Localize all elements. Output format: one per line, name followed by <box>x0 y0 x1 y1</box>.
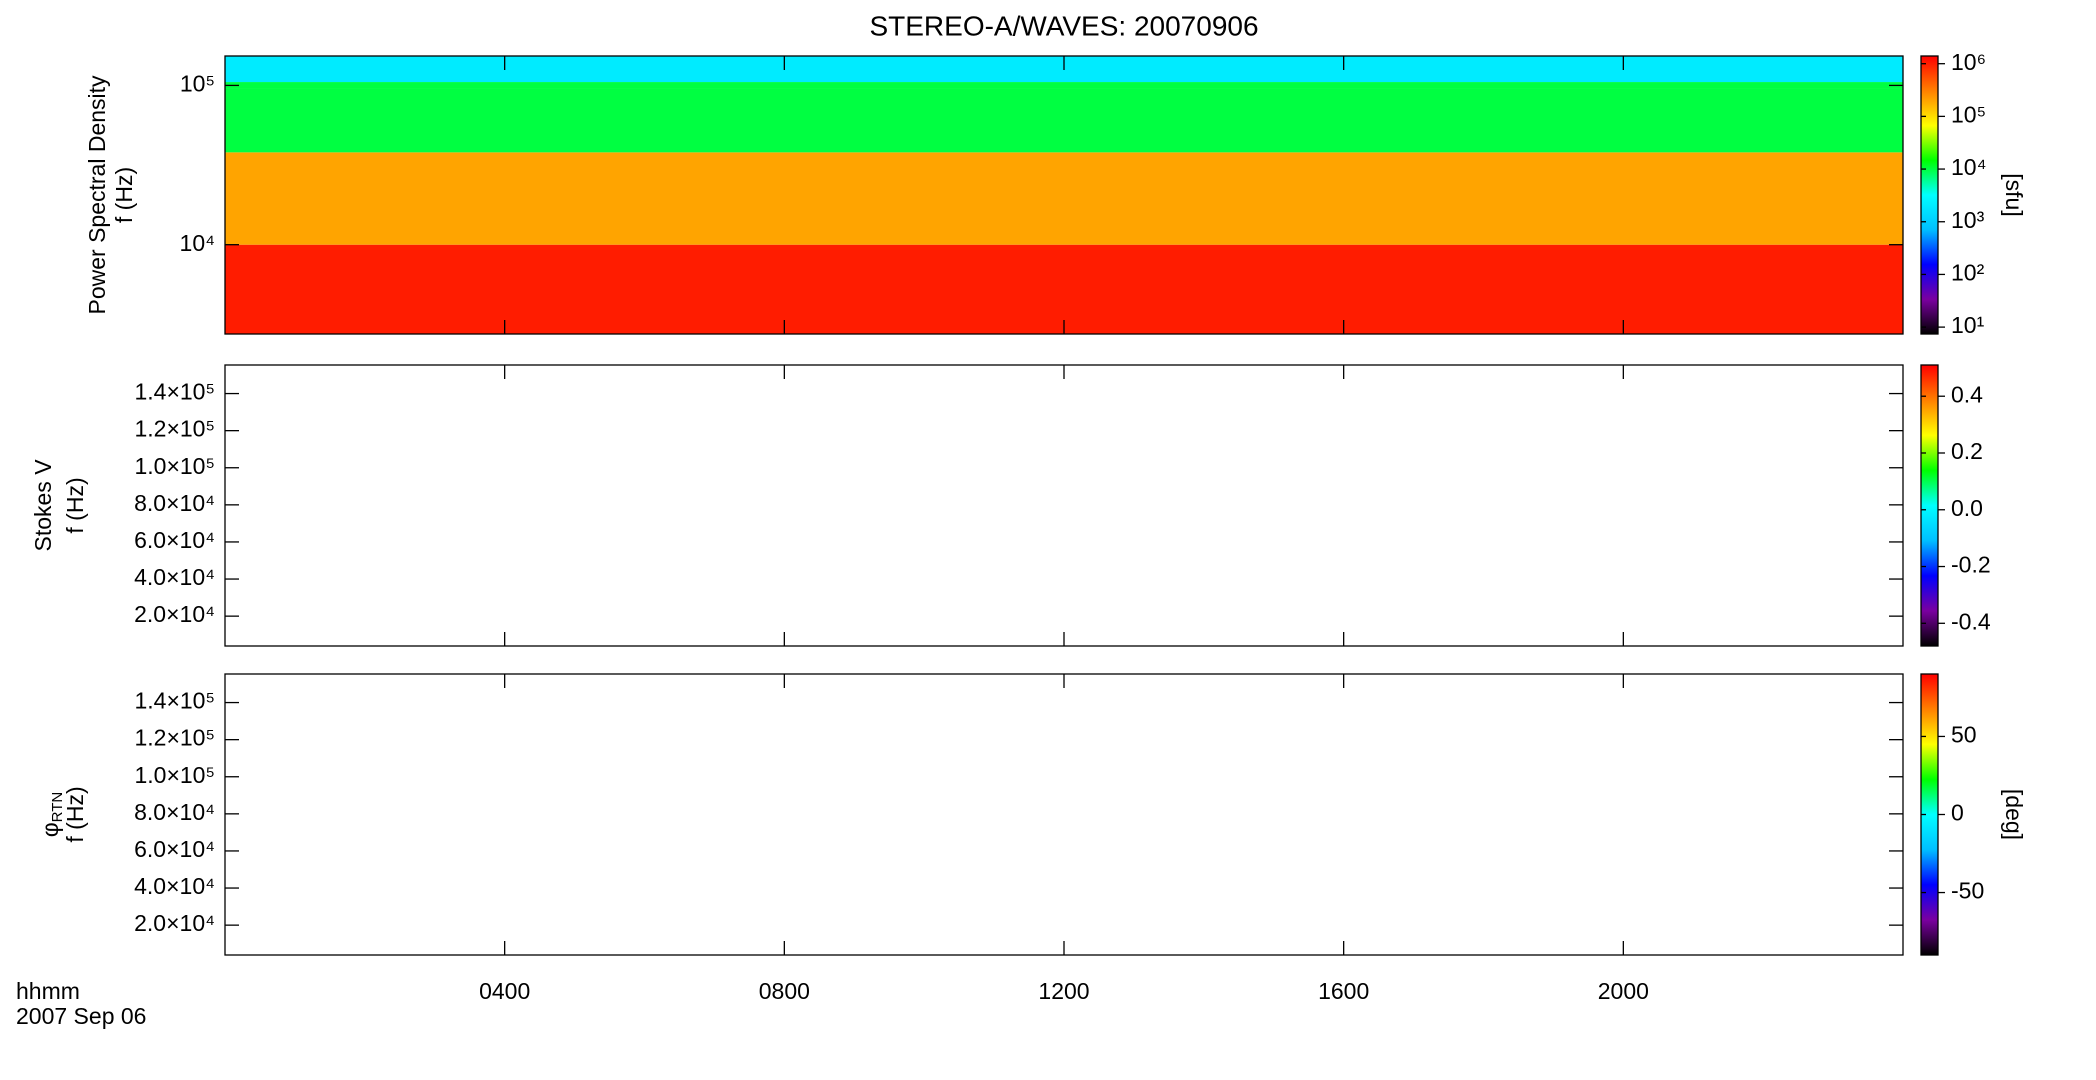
colorbar-tick-label: 0.0 <box>1951 495 1983 521</box>
colorbar-tick-label: -0.4 <box>1951 608 1991 634</box>
spectrogram-band <box>225 152 1903 245</box>
y-tick-label: 10⁴ <box>180 230 215 256</box>
colorbar-tick-label: 50 <box>1951 722 1977 748</box>
y-axis-label: φRTN <box>37 792 66 837</box>
x-tick-label: 0800 <box>759 978 810 1004</box>
y-tick-label: 1.4×10⁵ <box>134 379 215 405</box>
colorbar <box>1920 364 1939 647</box>
y-axis-label-text: f (Hz) <box>62 786 88 842</box>
spectrogram-band <box>225 88 1903 153</box>
y-axis-label: Power Spectral Density <box>84 75 110 315</box>
y-axis-label: f (Hz) <box>62 477 88 533</box>
date-label: 2007 Sep 06 <box>16 1003 146 1029</box>
y-tick-label: 4.0×10⁴ <box>134 564 215 590</box>
colorbar-tick-label: 10³ <box>1951 207 1985 233</box>
spectrogram-band <box>225 82 1903 89</box>
colorbar <box>1920 55 1939 335</box>
y-tick-label: 6.0×10⁴ <box>134 527 215 553</box>
y-tick-label: 10⁵ <box>180 70 215 96</box>
x-tick-label: 1600 <box>1318 978 1369 1004</box>
colorbar-label: [deg] <box>2001 789 2027 840</box>
y-tick-label: 1.0×10⁵ <box>134 762 215 788</box>
x-tick-label: 1200 <box>1038 978 1089 1004</box>
y-tick-label: 1.4×10⁵ <box>134 688 215 714</box>
colorbar-tick-label: -50 <box>1951 878 1984 904</box>
colorbar-tick-label: 10⁶ <box>1951 49 1986 75</box>
y-tick-label: 2.0×10⁴ <box>134 910 215 936</box>
y-axis-label-text: φ <box>37 822 63 837</box>
y-tick-label: 1.0×10⁵ <box>134 453 215 479</box>
spectrogram-band <box>225 244 1903 334</box>
y-axis-label-text: f (Hz) <box>62 477 88 533</box>
y-tick-label: 1.2×10⁵ <box>134 725 215 751</box>
colorbar-tick-label: 0.4 <box>1951 381 1983 407</box>
colorbar-label: [sfu] <box>2001 173 2027 216</box>
y-axis-label: f (Hz) <box>111 167 137 223</box>
y-tick-label: 1.2×10⁵ <box>134 416 215 442</box>
y-axis-label-text: Stokes V <box>30 459 56 552</box>
colorbar-tick-label: 10⁴ <box>1951 154 1986 180</box>
x-axis-label: hhmm <box>16 978 80 1004</box>
y-tick-label: 6.0×10⁴ <box>134 836 215 862</box>
y-tick-label: 4.0×10⁴ <box>134 873 215 899</box>
colorbar-tick-label: 0.2 <box>1951 438 1983 464</box>
chart-title: STEREO-A/WAVES: 20070906 <box>869 10 1258 41</box>
colorbar-tick-label: 10² <box>1951 260 1985 286</box>
y-axis-label: f (Hz) <box>62 786 88 842</box>
x-tick-label: 0400 <box>479 978 530 1004</box>
y-tick-label: 8.0×10⁴ <box>134 490 215 516</box>
colorbar-tick-label: 0 <box>1951 800 1964 826</box>
colorbar-tick-label: 10⁵ <box>1951 101 1986 127</box>
y-axis-label-text: Power Spectral Density <box>84 75 110 315</box>
colorbar-tick-label: 10¹ <box>1951 312 1985 338</box>
y-tick-label: 2.0×10⁴ <box>134 601 215 627</box>
x-tick-label: 2000 <box>1598 978 1649 1004</box>
y-axis-label-text: f (Hz) <box>111 167 137 223</box>
colorbar-tick-label: -0.2 <box>1951 552 1991 578</box>
y-tick-label: 8.0×10⁴ <box>134 799 215 825</box>
y-axis-label: Stokes V <box>30 459 56 552</box>
y-axis-label-sub: RTN <box>49 792 66 823</box>
